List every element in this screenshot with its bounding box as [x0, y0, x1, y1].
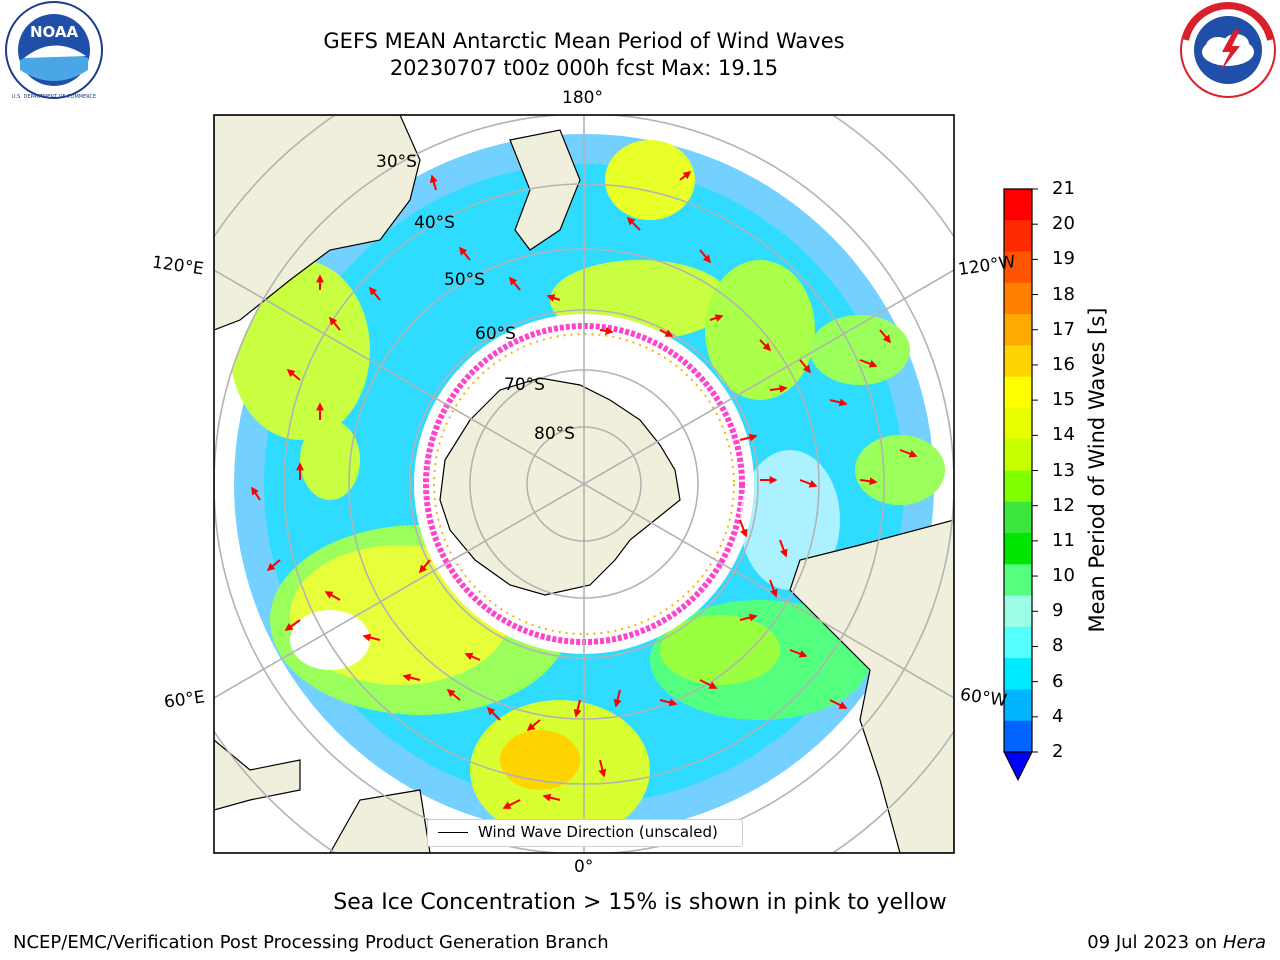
footer-date-text: 09 Jul 2023 on	[1087, 932, 1223, 953]
nws-logo	[1180, 2, 1276, 98]
colorbar-segment	[1004, 345, 1032, 378]
colorbar-segment	[1004, 376, 1032, 409]
lat-label-80s: 80°S	[534, 424, 575, 444]
footer-date: 09 Jul 2023 on Hera	[1087, 932, 1266, 953]
noaa-logo: NOAA U.S. DEPARTMENT OF COMMERCE	[5, 1, 103, 100]
wind-wave-arrows	[251, 171, 918, 809]
colorbar-tick-label: 2	[1052, 741, 1064, 762]
map-legend: Wind Wave Direction (unscaled)	[427, 819, 743, 847]
colorbar-segment	[1004, 501, 1032, 534]
colorbar-tick-label: 6	[1052, 670, 1064, 692]
colorbar-tick-label: 13	[1052, 459, 1075, 481]
colorbar-segment	[1004, 470, 1032, 503]
colorbar-tick-label: 10	[1052, 565, 1075, 587]
sea-ice-caption: Sea Ice Concentration > 15% is shown in …	[333, 890, 947, 915]
colorbar-segment	[1004, 564, 1032, 597]
colorbar-segment	[1004, 533, 1032, 565]
colorbar-segment	[1004, 720, 1032, 753]
colorbar-segment	[1004, 658, 1032, 690]
colorbar-tick-label: 4	[1052, 705, 1064, 727]
colorbar-tick-label: 11	[1052, 529, 1075, 551]
svg-text:U.S. DEPARTMENT OF COMMERCE: U.S. DEPARTMENT OF COMMERCE	[12, 94, 96, 100]
colorbar-segment	[1004, 220, 1032, 253]
colorbar-tick-label: 19	[1052, 248, 1075, 270]
colorbar-segment	[1004, 626, 1032, 659]
colorbar-segment	[1004, 689, 1032, 722]
colorbar-segment	[1004, 251, 1032, 284]
footer-host: Hera	[1222, 932, 1266, 953]
colorbar-segment	[1004, 189, 1032, 221]
chart-subtitle: 20230707 t00z 000h fcst Max: 19.15	[389, 56, 779, 80]
colorbar-tick-label: 16	[1052, 353, 1075, 375]
colorbar-tick-label: 17	[1052, 318, 1075, 340]
svg-text:NOAA: NOAA	[30, 23, 79, 41]
colorbar-tick-label: 18	[1052, 283, 1075, 305]
colorbar-tick-label: 12	[1052, 494, 1075, 516]
legend-line-swatch	[438, 832, 468, 833]
lat-label-60s: 60°S	[475, 324, 516, 344]
colorbar-tick-label: 15	[1052, 389, 1075, 411]
lat-label-50s: 50°S	[444, 270, 485, 290]
colorbar-tick-label: 9	[1052, 600, 1064, 622]
colorbar-segment	[1004, 439, 1032, 471]
colorbar-segment	[1004, 407, 1032, 440]
lon-label-0: 0°	[574, 857, 594, 877]
colorbar-segment	[1004, 282, 1032, 315]
lon-label-180: 180°	[562, 88, 603, 108]
lat-label-40s: 40°S	[414, 213, 455, 233]
legend-label: Wind Wave Direction (unscaled)	[478, 823, 718, 841]
colorbar	[1003, 188, 1038, 782]
colorbar-tick-label: 20	[1052, 213, 1075, 235]
colorbar-tick-label: 21	[1052, 178, 1075, 199]
colorbar-tick-label: 8	[1052, 635, 1064, 657]
colorbar-label: Mean Period of Wind Waves [s]	[1085, 307, 1109, 633]
lat-label-30s: 30°S	[376, 152, 417, 172]
lat-label-70s: 70°S	[504, 375, 545, 395]
colorbar-segment	[1004, 595, 1032, 628]
chart-title: GEFS MEAN Antarctic Mean Period of Wind …	[323, 29, 845, 53]
colorbar-segment	[1004, 314, 1032, 346]
footer-credit: NCEP/EMC/Verification Post Processing Pr…	[13, 932, 609, 953]
colorbar-tick-label: 14	[1052, 424, 1075, 446]
colorbar-extend-arrow	[1003, 751, 1033, 782]
